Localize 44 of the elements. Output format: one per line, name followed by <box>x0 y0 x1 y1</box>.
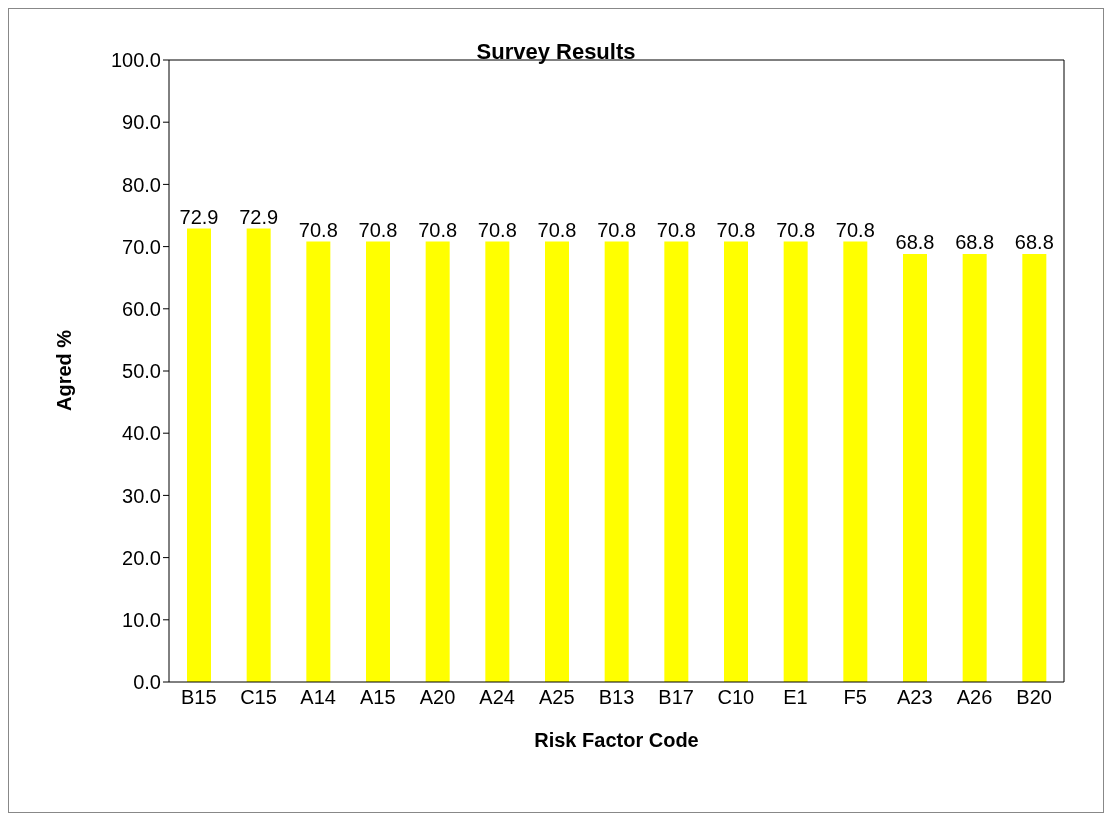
x-tick-label: B20 <box>1016 686 1052 709</box>
x-tick-label: A26 <box>956 686 993 709</box>
y-tick-label: 40.0 <box>122 422 161 445</box>
x-tick-label: E1 <box>783 686 808 709</box>
y-tick-label: 0.0 <box>133 671 161 694</box>
x-tick-label: A20 <box>419 686 456 709</box>
y-tick-label: 20.0 <box>122 546 161 569</box>
x-axis-title: Risk Factor Code <box>534 729 699 751</box>
y-tick-label: 60.0 <box>122 297 161 320</box>
x-tick-label: C10 <box>717 686 755 709</box>
y-tick-label: 80.0 <box>122 173 161 196</box>
data-label: 70.8 <box>298 218 338 241</box>
data-label: 68.8 <box>955 231 995 254</box>
data-label: 70.8 <box>597 218 637 241</box>
y-tick-label: 30.0 <box>122 484 161 507</box>
x-tick-label: C15 <box>240 686 277 709</box>
y-tick-label: 70.0 <box>122 235 161 258</box>
x-tick-label: A15 <box>360 686 396 709</box>
y-tick-label: 10.0 <box>122 608 161 631</box>
x-tick-label: A14 <box>300 686 336 709</box>
x-tick-label: B13 <box>598 686 635 709</box>
data-label: 70.8 <box>418 218 458 241</box>
data-label: 70.8 <box>656 218 696 241</box>
data-label: 68.8 <box>895 231 935 254</box>
x-tick-label: F5 <box>843 686 867 709</box>
data-label: 70.8 <box>716 218 756 241</box>
data-label: 68.8 <box>1014 231 1054 254</box>
data-label: 70.8 <box>537 218 577 241</box>
data-label: 70.8 <box>835 218 875 241</box>
data-label: 70.8 <box>358 218 398 241</box>
x-tick-label: A24 <box>479 686 515 709</box>
data-label: 72.9 <box>179 205 219 228</box>
y-tick-label: 90.0 <box>122 111 161 134</box>
x-tick-label: A23 <box>897 686 933 709</box>
data-label: 70.8 <box>477 218 517 241</box>
y-tick-label: 100.0 <box>110 49 161 72</box>
x-tick-label: B15 <box>181 686 217 709</box>
chart-title: Survey Results <box>476 39 636 64</box>
x-tick-label: A25 <box>539 686 575 709</box>
data-label: 72.9 <box>239 205 279 228</box>
y-axis-title: Agred % <box>53 329 76 411</box>
y-tick-label: 50.0 <box>122 360 161 383</box>
data-label: 70.8 <box>776 218 816 241</box>
x-tick-label: B17 <box>658 686 694 709</box>
